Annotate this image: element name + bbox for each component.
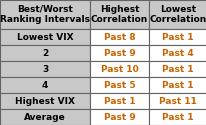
Bar <box>148 93 206 109</box>
Text: 2: 2 <box>42 49 48 58</box>
Bar <box>90 29 148 45</box>
Bar <box>148 45 206 61</box>
Bar <box>90 61 148 77</box>
Text: Highest
Correlation: Highest Correlation <box>90 5 147 24</box>
Text: Past 4: Past 4 <box>161 49 193 58</box>
Text: Past 10: Past 10 <box>100 65 138 74</box>
Text: Past 1: Past 1 <box>103 97 135 106</box>
Text: 4: 4 <box>42 81 48 90</box>
Text: Past 1: Past 1 <box>162 33 193 42</box>
Text: Past 5: Past 5 <box>103 81 135 90</box>
Bar <box>148 77 206 93</box>
Text: Past 1: Past 1 <box>162 81 193 90</box>
Bar <box>0 0 90 29</box>
Bar <box>148 61 206 77</box>
Text: Past 9: Past 9 <box>103 49 135 58</box>
Text: Average: Average <box>24 112 66 122</box>
Bar <box>0 93 90 109</box>
Bar <box>90 109 148 125</box>
Text: Lowest
Correlation: Lowest Correlation <box>149 5 206 24</box>
Bar <box>90 93 148 109</box>
Text: Past 11: Past 11 <box>158 97 196 106</box>
Text: Best/Worst
Ranking Intervals: Best/Worst Ranking Intervals <box>0 5 90 24</box>
Text: Highest VIX: Highest VIX <box>15 97 75 106</box>
Bar <box>0 61 90 77</box>
Bar <box>90 45 148 61</box>
Bar <box>148 0 206 29</box>
Bar <box>0 45 90 61</box>
Text: Past 1: Past 1 <box>162 112 193 122</box>
Text: 3: 3 <box>42 65 48 74</box>
Bar <box>90 0 148 29</box>
Text: Past 9: Past 9 <box>103 112 135 122</box>
Bar <box>148 109 206 125</box>
Bar <box>0 29 90 45</box>
Bar <box>148 29 206 45</box>
Text: Past 1: Past 1 <box>162 65 193 74</box>
Bar <box>0 77 90 93</box>
Text: Lowest VIX: Lowest VIX <box>17 33 73 42</box>
Text: Past 8: Past 8 <box>103 33 135 42</box>
Bar <box>0 109 90 125</box>
Bar <box>90 77 148 93</box>
